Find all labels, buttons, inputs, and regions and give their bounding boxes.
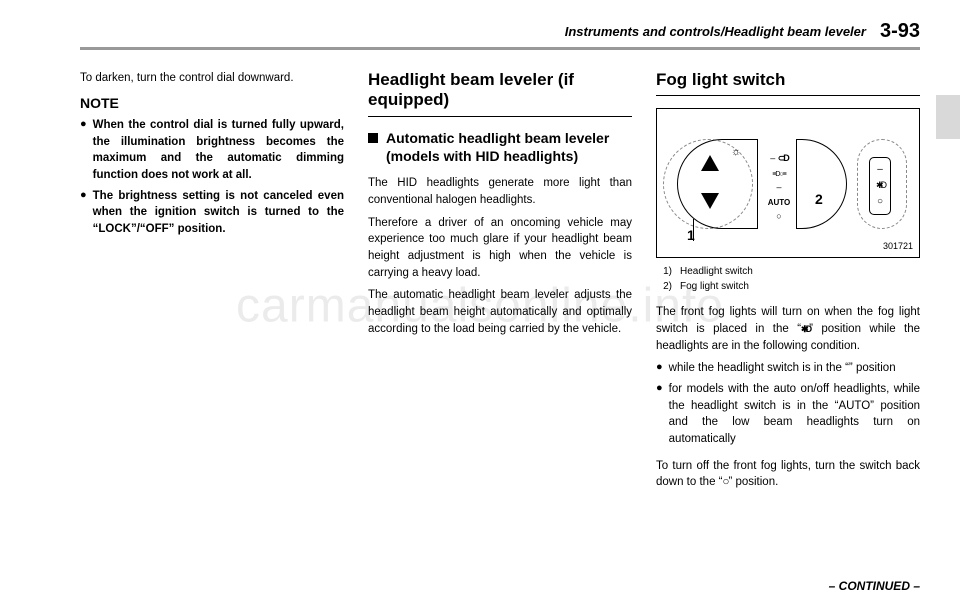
caption-row-1: 1) Headlight switch — [656, 264, 920, 279]
caption-num-2: 2) — [656, 279, 680, 294]
col2-heading: Headlight beam leveler (if equipped) — [368, 70, 632, 111]
note-bullet-2: ● The brightness setting is not canceled… — [80, 188, 344, 238]
arrow-down-icon — [701, 193, 719, 209]
off-circle-icon — [776, 211, 781, 221]
col2-para-2: Therefore a driver of an oncoming vehicl… — [368, 215, 632, 282]
bullet-icon: ● — [656, 381, 663, 448]
col3-heading: Fog light switch — [656, 70, 920, 90]
headlight-icon — [778, 153, 788, 163]
col3-para-2: To turn off the front fog lights, turn t… — [656, 458, 920, 491]
note-bullet-1: ● When the control dial is turned fully … — [80, 117, 344, 184]
parking-light-icon — [772, 168, 785, 178]
figure-caption: 1) Headlight switch 2) Fog light switch — [656, 264, 920, 294]
bullet-icon: ● — [80, 117, 87, 184]
col3-bullet-text-1: while the headlight switch is in the “” … — [669, 360, 920, 377]
caption-row-2: 2) Fog light switch — [656, 279, 920, 294]
col2-subheading-row: Automatic headlight beam leveler (models… — [368, 129, 632, 165]
col3-bullet-1: ● while the headlight switch is in the “… — [656, 360, 920, 377]
column-2: Headlight beam leveler (if equipped) Aut… — [368, 70, 632, 571]
col3-bullet-text-2: for models with the auto on/off headligh… — [669, 381, 920, 448]
page-header: Instruments and controls/Headlight beam … — [80, 20, 920, 50]
col2-heading-wrap: Headlight beam leveler (if equipped) — [368, 70, 632, 117]
column-3: Fog light switch ☼ – – AUTO – ○ 1 — [656, 70, 920, 571]
col2-para-3: The automatic headlight beam leveler adj… — [368, 287, 632, 337]
col1-lead-text: To darken, turn the control dial downwar… — [80, 70, 344, 87]
brightness-icon: ☼ — [731, 145, 741, 161]
content-columns: To darken, turn the control dial downwar… — [80, 70, 920, 571]
col3-heading-wrap: Fog light switch — [656, 70, 920, 96]
header-page-number: 3-93 — [880, 20, 920, 43]
figure-label-1: 1 — [687, 225, 695, 245]
continued-footer: – CONTINUED – — [829, 579, 920, 593]
dash-mark: – — [876, 162, 884, 178]
figure-label-2: 2 — [815, 189, 823, 209]
auto-label: AUTO — [768, 198, 791, 207]
dash-mark: – — [776, 182, 781, 192]
header-section-title: Instruments and controls/Headlight beam … — [565, 24, 866, 39]
col2-para-1: The HID headlights generate more light t… — [368, 175, 632, 208]
col3-para-1: The front fog lights will turn on when t… — [656, 304, 920, 354]
fog-light-icon — [876, 180, 884, 191]
caption-text-2: Fog light switch — [680, 279, 749, 294]
bullet-icon: ● — [656, 360, 663, 377]
column-1: To darken, turn the control dial downwar… — [80, 70, 344, 571]
note-text-1: When the control dial is turned fully up… — [93, 117, 344, 184]
fog-light-icon — [801, 323, 809, 335]
fog-switch-box: – ○ — [869, 157, 891, 215]
square-bullet-icon — [368, 133, 378, 143]
dash-mark: – — [770, 153, 775, 163]
caption-num-1: 1) — [656, 264, 680, 279]
note-text-2: The brightness setting is not canceled e… — [93, 188, 344, 238]
off-circle-icon: ○ — [877, 196, 883, 207]
caption-text-1: Headlight switch — [680, 264, 753, 279]
switch-positions-stack: – – AUTO — [765, 151, 793, 223]
col2-subheading: Automatic headlight beam leveler (models… — [386, 129, 632, 165]
figure-id: 301721 — [883, 240, 913, 253]
fog-switch-figure: ☼ – – AUTO – ○ 1 2 301721 — [656, 108, 920, 258]
side-tab — [936, 95, 960, 139]
arrow-up-icon — [701, 155, 719, 171]
bullet-icon: ● — [80, 188, 87, 238]
note-heading: NOTE — [80, 93, 344, 113]
col3-bullet-2: ● for models with the auto on/off headli… — [656, 381, 920, 448]
